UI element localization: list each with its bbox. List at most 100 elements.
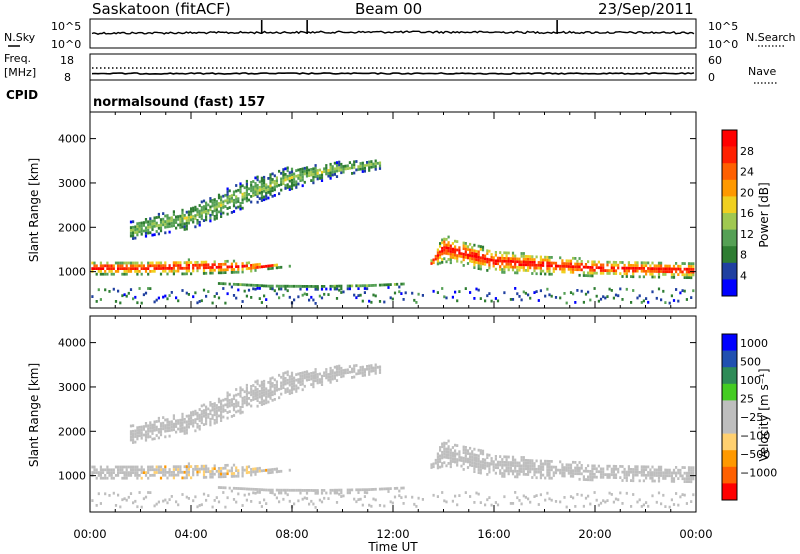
heatmap-cell (157, 416, 160, 420)
heatmap-cell (447, 235, 450, 239)
heatmap-cell (269, 391, 272, 395)
heatmap-cell (340, 372, 343, 376)
heatmap-cell (499, 259, 502, 263)
heatmap-cell (456, 257, 459, 260)
heatmap-cell (557, 468, 560, 472)
heatmap-cell (202, 403, 206, 407)
heatmap-cell (368, 364, 371, 368)
heatmap-cell (254, 386, 257, 389)
heatmap-cell (284, 284, 287, 288)
heatmap-cell (559, 460, 562, 464)
heatmap-cell (544, 255, 547, 259)
heatmap-cell (303, 489, 306, 492)
colorbar-tick-label: 28 (740, 145, 754, 158)
heatmap-cell (580, 472, 583, 476)
heatmap-cell (591, 263, 594, 267)
heatmap-cell (179, 468, 182, 471)
heatmap-cell (664, 505, 667, 508)
heatmap-cell (280, 469, 283, 473)
y-tick-label: 2000 (58, 221, 86, 234)
heatmap-cell (297, 182, 300, 186)
heatmap-cell (185, 266, 188, 270)
heatmap-cell (460, 456, 463, 460)
heatmap-cell (213, 410, 216, 414)
heatmap-cell (642, 468, 645, 471)
heatmap-cell (458, 494, 461, 497)
heatmap-cell (625, 287, 628, 291)
heatmap-cell (595, 470, 598, 473)
heatmap-cell (617, 498, 620, 502)
heatmap-cell (685, 298, 688, 301)
velocity-x-ticks: 00:00 04:00 08:00 12:00 16:00 20:00 00:00 (73, 316, 713, 541)
heatmap-cell (664, 477, 667, 480)
heatmap-cell (271, 384, 274, 388)
heatmap-cell (177, 427, 180, 431)
heatmap-cell (245, 261, 248, 265)
heatmap-cell (293, 488, 296, 492)
heatmap-cell (443, 455, 446, 459)
heatmap-cell (539, 258, 542, 262)
heatmap-cell (310, 295, 313, 299)
heatmap-cell (149, 421, 152, 425)
heatmap-cell (164, 231, 167, 235)
heatmap-cell (436, 455, 439, 459)
heatmap-cell (511, 461, 515, 465)
heatmap-cell (155, 221, 158, 225)
heatmap-cell (670, 477, 673, 480)
heatmap-cell (159, 218, 163, 221)
heatmap-cell (584, 469, 588, 473)
heatmap-cell (559, 256, 562, 260)
heatmap-cell (282, 179, 285, 183)
heatmap-cell (144, 267, 148, 270)
heatmap-cell (329, 284, 332, 288)
heatmap-cell (599, 501, 603, 505)
heatmap-cell (250, 390, 253, 394)
heatmap-cell (226, 496, 229, 500)
heatmap-cell (454, 253, 457, 257)
heatmap-cell (527, 464, 530, 468)
heatmap-cell (183, 216, 186, 220)
heatmap-cell (346, 491, 349, 495)
heatmap-cell (477, 244, 480, 248)
heatmap-cell (314, 376, 317, 380)
heatmap-cell (496, 463, 500, 467)
heatmap-cell (211, 505, 214, 509)
heatmap-cell (172, 422, 175, 426)
heatmap-cell (484, 299, 487, 303)
heatmap-cell (235, 296, 238, 300)
heatmap-cell (520, 470, 523, 473)
heatmap-cell (299, 383, 302, 386)
heatmap-cell (192, 206, 195, 210)
heatmap-cell (340, 284, 343, 288)
heatmap-cell (254, 470, 257, 473)
heatmap-cell (213, 413, 216, 417)
heatmap-cell (273, 386, 276, 390)
colorbar-tick-label: 4 (740, 269, 747, 282)
colorbar-tick-label: −1000 (740, 466, 777, 479)
heatmap-cell (99, 468, 102, 472)
heatmap-cell (430, 259, 433, 263)
heatmap-cell (247, 465, 251, 469)
heatmap-cell (95, 264, 98, 268)
heatmap-cell (187, 264, 190, 267)
heatmap-cell (153, 233, 156, 237)
heatmap-cell (527, 266, 530, 270)
heatmap-cell (232, 210, 236, 213)
heatmap-cell (389, 487, 392, 490)
heatmap-cell (149, 465, 152, 469)
heatmap-cell (642, 473, 645, 477)
heatmap-cell (303, 376, 306, 380)
heatmap-cell (157, 267, 160, 270)
heatmap-cell (638, 294, 641, 298)
heatmap-cell (490, 503, 493, 507)
heatmap-cell (286, 166, 289, 170)
heatmap-cell (239, 389, 242, 392)
heatmap-cell (563, 474, 566, 478)
heatmap-cell (273, 384, 276, 387)
heatmap-cell (198, 263, 201, 267)
heatmap-cell (318, 378, 321, 381)
heatmap-cell (473, 453, 476, 457)
freq-right-tick-bottom: 0 (708, 71, 715, 84)
heatmap-cell (97, 267, 100, 270)
heatmap-cell (252, 395, 255, 399)
